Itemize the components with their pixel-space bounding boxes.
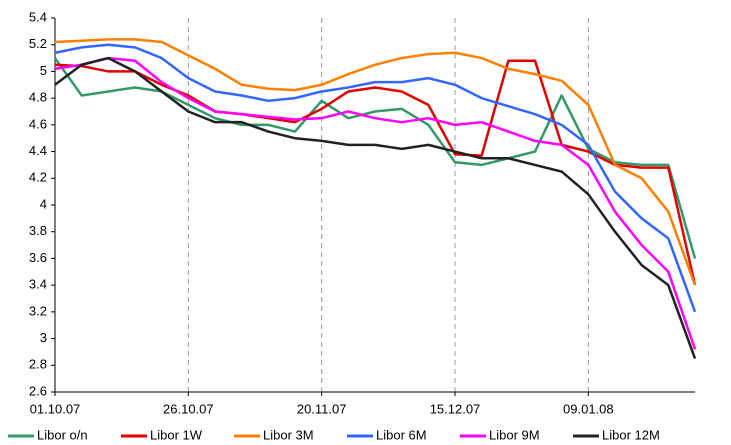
legend-label: Libor 6M <box>376 427 427 442</box>
legend-label: Libor o/n <box>37 427 88 442</box>
y-tick-label: 5.2 <box>29 36 47 51</box>
y-tick-label: 3 <box>40 330 47 345</box>
x-tick-label: 26.10.07 <box>163 401 214 416</box>
x-tick-label: 15.12.07 <box>430 401 481 416</box>
legend-label: Libor 12M <box>602 427 660 442</box>
y-tick-label: 4.8 <box>29 90 47 105</box>
legend-label: Libor 3M <box>263 427 314 442</box>
series-line <box>54 56 697 360</box>
series-line <box>54 43 697 313</box>
series-line <box>54 59 697 286</box>
y-tick-label: 4.6 <box>29 116 47 131</box>
y-tick-label: 2.6 <box>29 383 47 398</box>
y-tick-label: 5.4 <box>29 9 47 24</box>
y-tick-label: 3.4 <box>29 277 47 292</box>
series-line <box>54 38 697 286</box>
y-tick-label: 3.2 <box>29 303 47 318</box>
y-tick-label: 4.2 <box>29 170 47 185</box>
y-tick-label: 5 <box>40 63 47 78</box>
y-tick-label: 3.8 <box>29 223 47 238</box>
x-tick-label: 20.11.07 <box>297 401 347 416</box>
y-tick-label: 2.8 <box>29 357 47 372</box>
legend-label: Libor 9M <box>489 427 540 442</box>
series-line <box>54 56 697 350</box>
y-tick-label: 3.6 <box>29 250 47 265</box>
x-tick-label: 09.01.08 <box>563 401 614 416</box>
legend-label: Libor 1W <box>150 427 203 442</box>
x-tick-label: 01.10.07 <box>30 401 81 416</box>
y-tick-label: 4.4 <box>29 143 47 158</box>
y-tick-label: 4 <box>40 196 47 211</box>
